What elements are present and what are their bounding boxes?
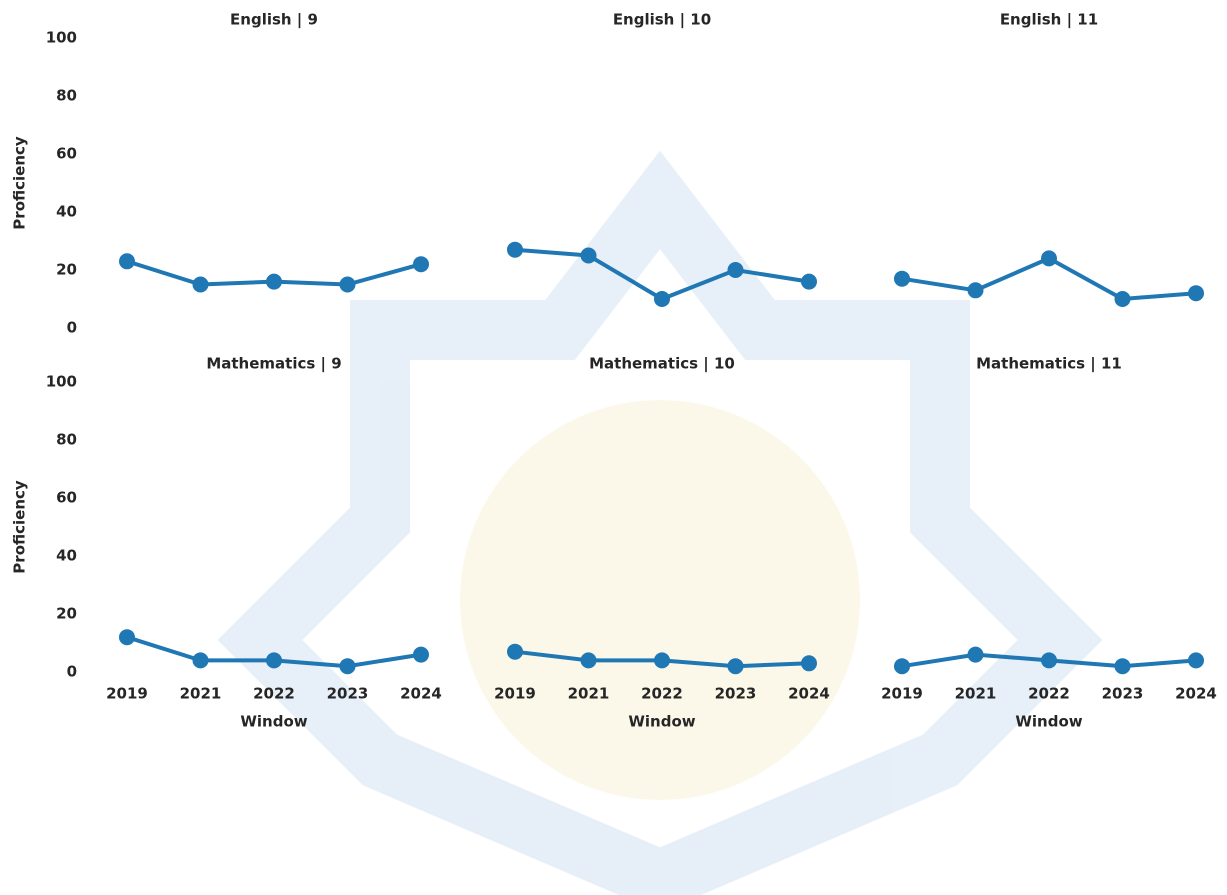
point	[728, 658, 744, 674]
y-tick-label: 100	[46, 29, 77, 47]
point	[193, 652, 209, 668]
y-tick-label: 100	[46, 373, 77, 391]
y-tick-label: 40	[56, 203, 77, 221]
point	[1188, 652, 1204, 668]
x-axis-label: Window	[1015, 713, 1082, 731]
point	[581, 248, 597, 264]
point	[1188, 285, 1204, 301]
subplot-title: English | 10	[613, 11, 711, 30]
x-tick-label: 2024	[1175, 685, 1217, 703]
point	[340, 658, 356, 674]
y-axis-label: Proficiency	[11, 136, 29, 230]
point	[968, 647, 984, 663]
x-axis-label: Window	[628, 713, 695, 731]
point	[340, 277, 356, 293]
x-tick-label: 2023	[715, 685, 757, 703]
x-tick-label: 2024	[400, 685, 442, 703]
point	[507, 242, 523, 258]
point	[119, 629, 135, 645]
chart: English | 9 0 20 40 60 80 100 Proficiency Englis…	[0, 0, 1227, 895]
y-axis-label: Proficiency	[11, 480, 29, 574]
point	[581, 652, 597, 668]
point	[266, 274, 282, 290]
point	[654, 291, 670, 307]
y-tick-label: 0	[67, 319, 77, 337]
x-tick-label: 2021	[180, 685, 222, 703]
subplot-title: English | 11	[1000, 11, 1098, 30]
x-tick-label: 2021	[955, 685, 997, 703]
subplot-title: Mathematics | 11	[976, 355, 1122, 374]
subplot-title: Mathematics | 9	[206, 355, 341, 374]
point	[119, 253, 135, 269]
point	[1115, 291, 1131, 307]
point	[507, 644, 523, 660]
x-tick-label: 2024	[788, 685, 830, 703]
point	[894, 271, 910, 287]
point	[728, 262, 744, 278]
point	[1115, 658, 1131, 674]
x-tick-label: 2023	[1102, 685, 1144, 703]
y-tick-label: 60	[56, 489, 77, 507]
y-tick-label: 20	[56, 261, 77, 279]
point	[266, 652, 282, 668]
point	[1041, 652, 1057, 668]
point	[413, 647, 429, 663]
point	[801, 274, 817, 290]
y-tick-label: 80	[56, 87, 77, 105]
x-tick-label: 2023	[327, 685, 369, 703]
y-tick-label: 40	[56, 547, 77, 565]
x-tick-label: 2019	[494, 685, 536, 703]
point	[968, 282, 984, 298]
x-tick-label: 2021	[568, 685, 610, 703]
x-axis-label: Window	[240, 713, 307, 731]
x-tick-label: 2019	[881, 685, 923, 703]
point	[801, 655, 817, 671]
subplot-title: English | 9	[230, 11, 318, 30]
x-tick-label: 2022	[253, 685, 295, 703]
point	[193, 277, 209, 293]
x-tick-label: 2019	[106, 685, 148, 703]
point	[413, 256, 429, 272]
y-tick-label: 80	[56, 431, 77, 449]
y-tick-label: 60	[56, 145, 77, 163]
point	[654, 652, 670, 668]
x-tick-label: 2022	[1028, 685, 1070, 703]
point	[1041, 250, 1057, 266]
subplot-title: Mathematics | 10	[589, 355, 735, 374]
x-tick-label: 2022	[641, 685, 683, 703]
point	[894, 658, 910, 674]
y-tick-label: 0	[67, 663, 77, 681]
y-tick-label: 20	[56, 605, 77, 623]
